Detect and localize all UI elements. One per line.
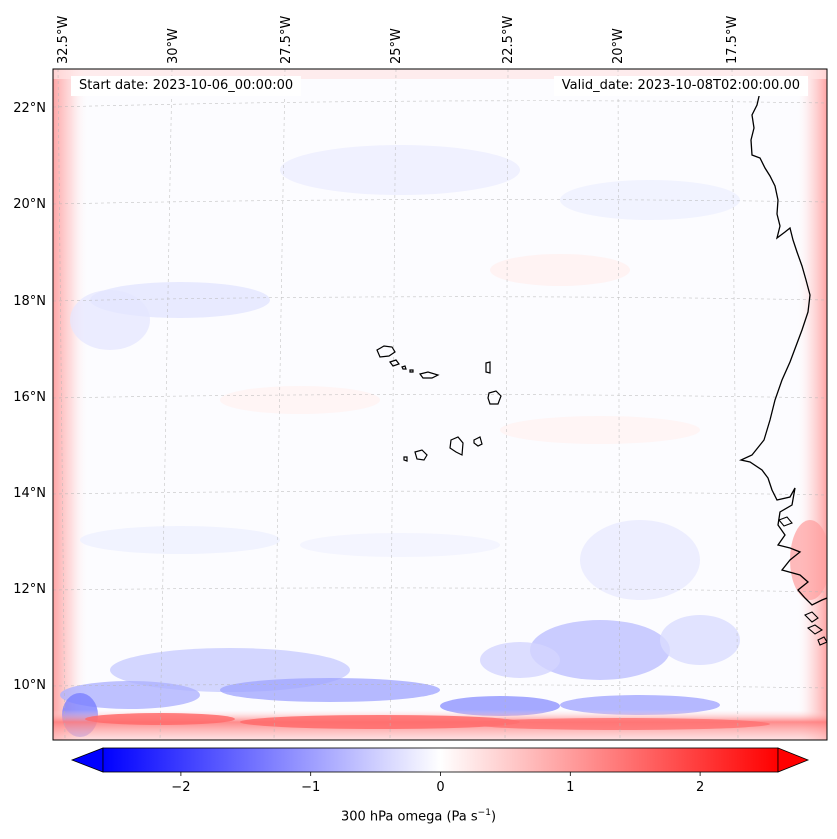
valid-date-label: Valid_date: 2023-10-08T02:00:00.00	[553, 76, 808, 96]
lat-label: 20°N	[13, 197, 46, 212]
lon-label: 27.5°W	[279, 16, 294, 64]
lon-label: 30°W	[166, 28, 181, 64]
colorbar: −2 −1 0 1 2	[70, 747, 810, 795]
gridlines	[53, 69, 827, 740]
african-coastline	[738, 91, 827, 606]
colorbar-ticks: −2 −1 0 1 2	[171, 772, 704, 795]
map-area[interactable]	[53, 69, 830, 740]
colorbar-label: 300 hPa omega (Pa s−1)	[0, 808, 837, 824]
colorbar-tick-label: 0	[436, 780, 444, 795]
lon-label: 32.5°W	[56, 16, 71, 64]
colorbar-label-exponent: −1	[477, 808, 491, 818]
colorbar-tick-label: −2	[171, 780, 190, 795]
lon-label: 20°W	[611, 28, 626, 64]
lon-label: 25°W	[389, 28, 404, 64]
lat-label: 22°N	[13, 101, 46, 116]
colorbar-extend-high	[777, 747, 810, 773]
latitude-labels: 22°N 20°N 18°N 16°N 14°N 12°N 10°N	[13, 101, 46, 693]
lat-label: 16°N	[13, 390, 46, 405]
map-frame	[52, 68, 828, 741]
cape-verde-islands	[376, 345, 502, 462]
lon-label: 17.5°W	[725, 16, 740, 64]
omega-field	[53, 69, 827, 740]
colorbar-tick-label: 2	[696, 780, 704, 795]
colorbar-tick-label: 1	[566, 780, 574, 795]
colorbar-tick-label: −1	[301, 780, 320, 795]
colorbar-label-main: 300 hPa omega (Pa s	[340, 809, 478, 825]
colorbar-label-tail: )	[490, 809, 497, 825]
longitude-labels: 32.5°W 30°W 27.5°W 25°W 22.5°W 20°W 17.5…	[56, 16, 740, 64]
lat-label: 10°N	[13, 678, 46, 693]
start-date-label: Start date: 2023-10-06_00:00:00	[71, 76, 302, 96]
lat-label: 14°N	[13, 486, 46, 501]
colorbar-extend-low	[70, 747, 104, 773]
colorbar-gradient	[102, 747, 779, 773]
lat-label: 18°N	[13, 294, 46, 309]
african-coastline-islets	[778, 516, 827, 646]
lat-label: 12°N	[13, 582, 46, 597]
lon-label: 22.5°W	[501, 16, 516, 64]
